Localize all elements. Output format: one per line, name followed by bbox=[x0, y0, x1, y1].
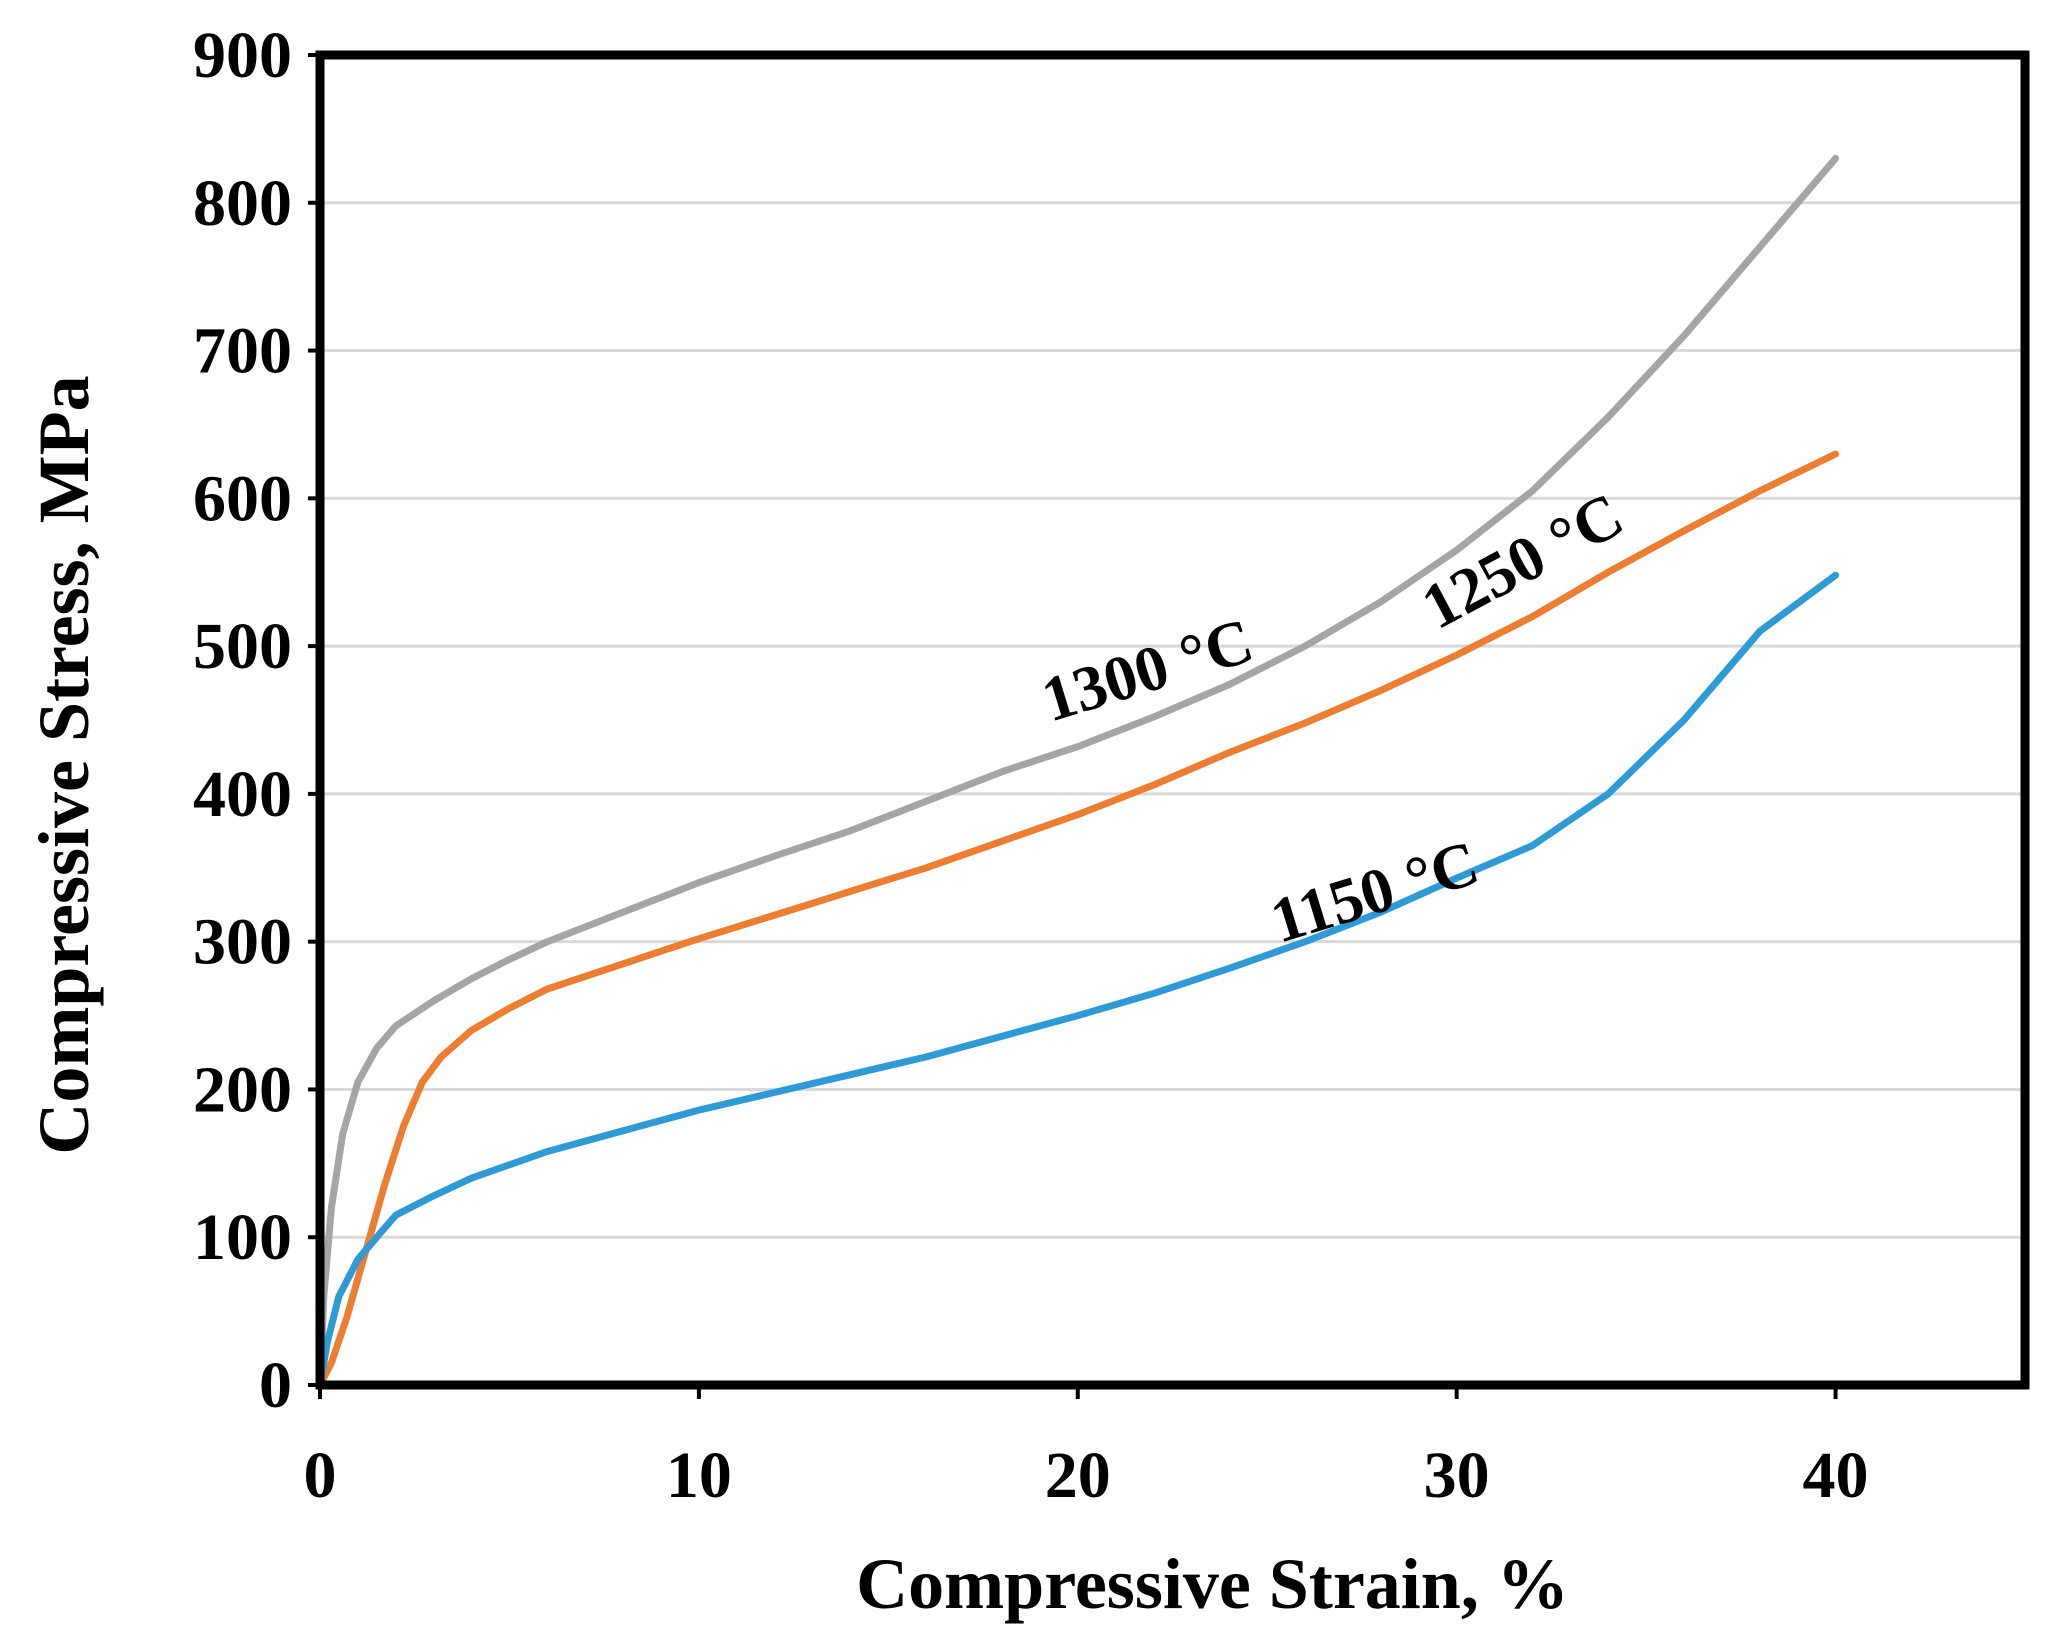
x-axis-tick-labels: 0 10 20 30 40 bbox=[304, 1439, 1869, 1512]
y-tick-label: 800 bbox=[193, 167, 292, 240]
y-tick-label: 100 bbox=[193, 1201, 292, 1274]
series-line-1 bbox=[316, 450, 1840, 1389]
y-tick-label: 500 bbox=[193, 610, 292, 683]
y-tick-label: 0 bbox=[259, 1349, 292, 1422]
series-layer bbox=[316, 154, 1840, 1389]
y-tick-label: 900 bbox=[193, 19, 292, 92]
series-line-0 bbox=[316, 154, 1840, 1389]
x-tick-label: 40 bbox=[1803, 1439, 1869, 1512]
plot-frame bbox=[315, 50, 2030, 1390]
x-tick-label: 30 bbox=[1424, 1439, 1490, 1512]
x-tick-label: 10 bbox=[666, 1439, 732, 1512]
series-line-2 bbox=[316, 571, 1840, 1389]
axis-lines bbox=[308, 53, 1838, 1399]
x-tick-label: 0 bbox=[304, 1439, 337, 1512]
gridlines bbox=[320, 201, 2025, 1239]
y-axis-title: Compressive Stress, MPa bbox=[24, 375, 104, 1154]
y-tick-label: 700 bbox=[193, 315, 292, 388]
x-tick-label: 20 bbox=[1045, 1439, 1111, 1512]
x-axis-title: Compressive Strain, % bbox=[856, 1544, 1569, 1624]
y-tick-label: 300 bbox=[193, 906, 292, 979]
y-tick-label: 600 bbox=[193, 462, 292, 535]
y-tick-label: 400 bbox=[193, 758, 292, 831]
y-tick-label: 200 bbox=[193, 1053, 292, 1126]
y-axis-tick-labels: 0 100 200 300 400 500 600 700 800 900 bbox=[193, 19, 292, 1422]
